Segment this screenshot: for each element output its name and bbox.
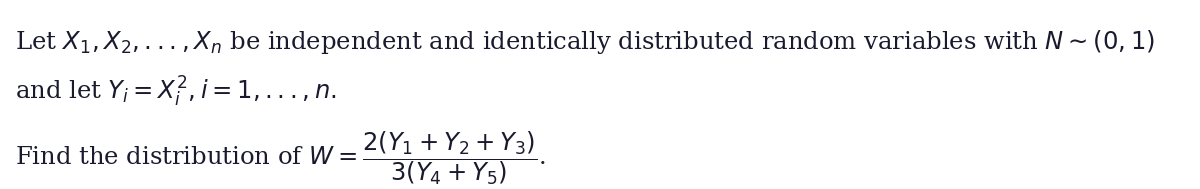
Text: Let $X_1, X_2, ..., X_n$ be independent and identically distributed random varia: Let $X_1, X_2, ..., X_n$ be independent … <box>14 28 1154 56</box>
Text: Find the distribution of $W = \dfrac{2(Y_1+Y_2+Y_3)}{3(Y_4+Y_5)}$.: Find the distribution of $W = \dfrac{2(Y… <box>14 129 545 187</box>
Text: and let $Y_i = X_i^2, i = 1, ..., n.$: and let $Y_i = X_i^2, i = 1, ..., n.$ <box>14 75 336 109</box>
